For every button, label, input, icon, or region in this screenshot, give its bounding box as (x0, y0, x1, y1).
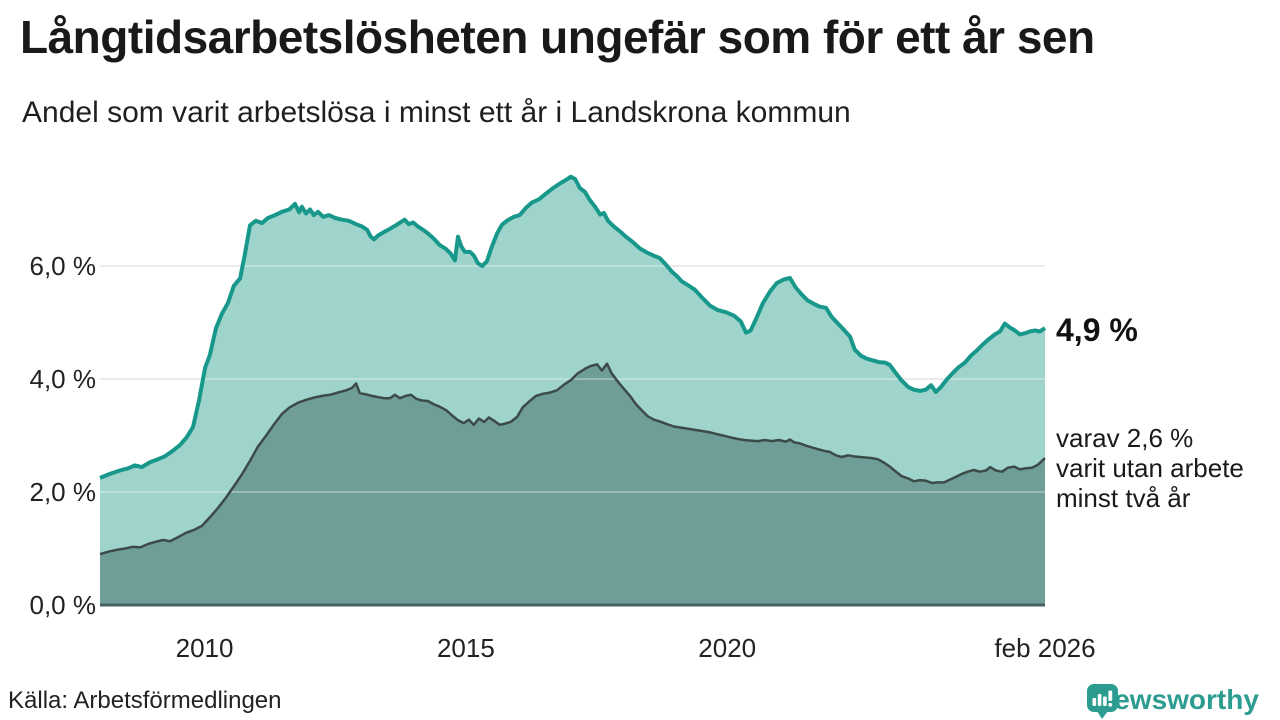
chart-title: Långtidsarbetslösheten ungefär som för e… (20, 11, 1095, 63)
series-two-years-line (99, 362, 1046, 556)
series-two-years-area (100, 363, 1045, 605)
y-axis-tick-label: 4,0 % (29, 364, 97, 394)
annotation-note-line: varit utan arbete (1056, 453, 1244, 483)
newsworthy-wordmark: Newsworthy (1094, 684, 1259, 715)
x-axis-tick-label: 2015 (436, 633, 495, 663)
x-axis-tick-label: feb 2026 (994, 633, 1096, 663)
x-axis-tick-label: 2010 (175, 633, 234, 663)
x-axis-tick-label: 2020 (698, 633, 757, 663)
annotation-note-line: minst två år (1056, 483, 1191, 513)
newsworthy-logo: Newsworthy (1086, 683, 1259, 719)
chart-subtitle: Andel som varit arbetslösa i minst ett å… (22, 96, 851, 129)
newsworthy-chart-bubble-icon (1087, 684, 1118, 719)
series-total-line (99, 174, 1047, 480)
y-axis-tick-label: 2,0 % (29, 477, 97, 507)
y-axis-tick-label: 0,0 % (29, 590, 97, 620)
annotation-note-line: varav 2,6 % (1056, 423, 1194, 453)
annotation-two-years-note: varav 2,6 % varit utan arbete minst två år (1056, 423, 1244, 513)
y-axis-tick-label: 6,0 % (29, 251, 97, 281)
source-label: Källa: Arbetsförmedlingen (8, 687, 282, 714)
annotation-latest-total: 4,9 % (1056, 312, 1138, 348)
